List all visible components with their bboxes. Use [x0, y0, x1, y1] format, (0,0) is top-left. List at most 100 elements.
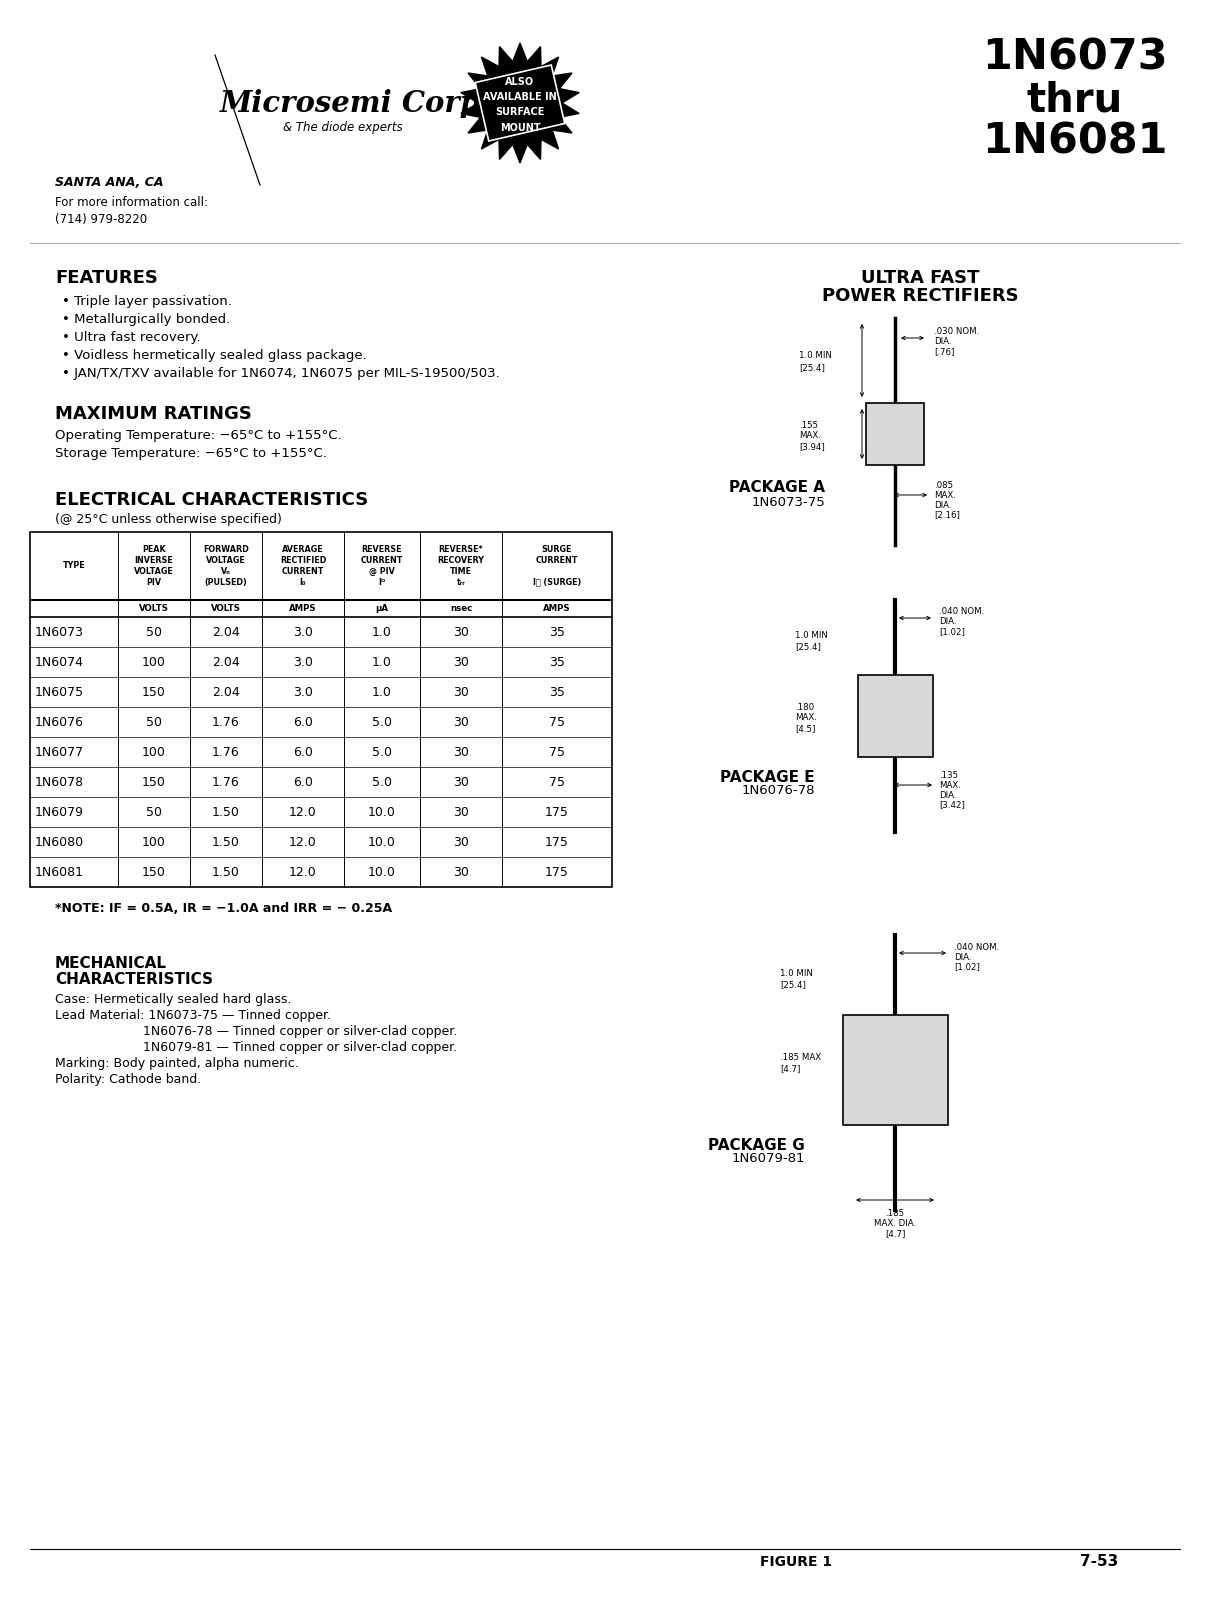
Text: REVERSE
CURRENT
@ PIV
Iᴼ: REVERSE CURRENT @ PIV Iᴼ [361, 546, 403, 587]
Text: 75: 75 [549, 746, 565, 758]
Text: [4.5]: [4.5] [795, 725, 816, 733]
Text: .135: .135 [939, 771, 958, 779]
Text: 30: 30 [453, 835, 469, 848]
Text: 1N6080: 1N6080 [35, 835, 85, 848]
Text: 1.76: 1.76 [212, 776, 240, 789]
Text: 1N6076-78: 1N6076-78 [742, 784, 816, 797]
Text: 1N6078: 1N6078 [35, 776, 85, 789]
Text: [1.02]: [1.02] [939, 627, 964, 637]
Text: MAX. DIA.: MAX. DIA. [874, 1219, 916, 1229]
Text: FORWARD
VOLTAGE
Vₙ
(PULSED): FORWARD VOLTAGE Vₙ (PULSED) [203, 546, 249, 587]
Text: 5.0: 5.0 [371, 715, 392, 728]
Text: 6.0: 6.0 [293, 715, 313, 728]
Text: Case: Hermetically sealed hard glass.: Case: Hermetically sealed hard glass. [54, 994, 292, 1006]
Text: 150: 150 [142, 685, 166, 699]
Text: REVERSE*
RECOVERY
TIME
tᵣᵣ: REVERSE* RECOVERY TIME tᵣᵣ [438, 546, 484, 587]
Text: Lead Material: 1N6073-75 — Tinned copper.: Lead Material: 1N6073-75 — Tinned copper… [54, 1010, 332, 1022]
Text: 1.0 MIN: 1.0 MIN [799, 352, 832, 360]
Text: .085: .085 [934, 480, 953, 490]
Text: 35: 35 [549, 656, 565, 669]
Text: SANTA ANA, CA: SANTA ANA, CA [54, 176, 163, 189]
Text: [25.4]: [25.4] [799, 363, 825, 373]
Text: μA: μA [375, 603, 388, 613]
Text: 1N6079-81: 1N6079-81 [732, 1152, 805, 1165]
Text: 1N6073: 1N6073 [983, 37, 1168, 78]
Text: 175: 175 [544, 805, 569, 819]
Text: • Ultra fast recovery.: • Ultra fast recovery. [62, 331, 201, 344]
Text: 3.0: 3.0 [293, 656, 313, 669]
Text: 10.0: 10.0 [368, 866, 396, 878]
Text: AMPS: AMPS [289, 603, 317, 613]
Text: Marking: Body painted, alpha numeric.: Marking: Body painted, alpha numeric. [54, 1058, 299, 1070]
Text: 2.04: 2.04 [212, 685, 240, 699]
Text: MAX.: MAX. [934, 491, 956, 499]
Text: MAX.: MAX. [939, 781, 961, 789]
Text: 30: 30 [453, 715, 469, 728]
Polygon shape [461, 43, 580, 163]
Text: 100: 100 [142, 746, 166, 758]
Text: 7-53: 7-53 [1081, 1555, 1118, 1570]
Text: PEAK
INVERSE
VOLTAGE
PIV: PEAK INVERSE VOLTAGE PIV [134, 546, 174, 587]
Text: POWER RECTIFIERS: POWER RECTIFIERS [822, 286, 1019, 306]
Text: [.76]: [.76] [934, 347, 955, 357]
Text: ALSO: ALSO [506, 77, 535, 86]
Text: 1N6081: 1N6081 [983, 122, 1168, 163]
Text: 50: 50 [146, 626, 162, 638]
Bar [843, 1014, 947, 1125]
Bar [30, 531, 612, 886]
Text: [4.7]: [4.7] [780, 1064, 800, 1074]
Text: FEATURES: FEATURES [54, 269, 157, 286]
Text: 12.0: 12.0 [289, 835, 317, 848]
Text: [1.02]: [1.02] [953, 963, 980, 971]
Text: DIA.: DIA. [934, 501, 951, 509]
Text: SURGE
CURRENT

Iⰼ (SURGE): SURGE CURRENT Iⰼ (SURGE) [532, 546, 581, 587]
Text: AVAILABLE IN: AVAILABLE IN [483, 91, 557, 102]
Text: 75: 75 [549, 776, 565, 789]
Text: 1N6076: 1N6076 [35, 715, 83, 728]
Text: [25.4]: [25.4] [795, 643, 820, 651]
Text: .155: .155 [799, 421, 818, 429]
Text: 1N6081: 1N6081 [35, 866, 83, 878]
Text: 1.0: 1.0 [371, 685, 392, 699]
Text: (714) 979-8220: (714) 979-8220 [54, 213, 148, 226]
Text: 1.0 MIN: 1.0 MIN [780, 968, 813, 978]
Text: 30: 30 [453, 746, 469, 758]
Text: [25.4]: [25.4] [780, 981, 806, 989]
Text: 10.0: 10.0 [368, 835, 396, 848]
Text: 1.0: 1.0 [371, 656, 392, 669]
Text: 175: 175 [544, 866, 569, 878]
Text: MAX.: MAX. [795, 714, 817, 723]
Text: 100: 100 [142, 835, 166, 848]
Text: (@ 25°C unless otherwise specified): (@ 25°C unless otherwise specified) [54, 514, 282, 526]
Text: MAX.: MAX. [799, 432, 820, 440]
Text: SURFACE: SURFACE [495, 107, 544, 117]
Text: 35: 35 [549, 626, 565, 638]
Text: .185: .185 [886, 1210, 905, 1219]
Text: AMPS: AMPS [543, 603, 571, 613]
Text: 175: 175 [544, 835, 569, 848]
Text: [3.94]: [3.94] [799, 443, 825, 451]
Text: 50: 50 [146, 715, 162, 728]
Text: 12.0: 12.0 [289, 866, 317, 878]
Text: DIA.: DIA. [939, 618, 956, 627]
Text: VOLTS: VOLTS [211, 603, 241, 613]
Text: Polarity: Cathode band.: Polarity: Cathode band. [54, 1074, 201, 1086]
Text: 1N6073: 1N6073 [35, 626, 83, 638]
Text: 2.04: 2.04 [212, 626, 240, 638]
Text: FIGURE 1: FIGURE 1 [760, 1555, 832, 1570]
Text: PACKAGE A: PACKAGE A [728, 480, 825, 496]
Text: ELECTRICAL CHARACTERISTICS: ELECTRICAL CHARACTERISTICS [54, 491, 368, 509]
Text: 30: 30 [453, 866, 469, 878]
Text: AVERAGE
RECTIFIED
CURRENT
I₀: AVERAGE RECTIFIED CURRENT I₀ [280, 546, 327, 587]
Text: 30: 30 [453, 776, 469, 789]
Text: 1N6076-78 — Tinned copper or silver-clad copper.: 1N6076-78 — Tinned copper or silver-clad… [54, 1026, 457, 1038]
Text: *NOTE: IF = 0.5A, IR = −1.0A and IRR = − 0.25A: *NOTE: IF = 0.5A, IR = −1.0A and IRR = −… [54, 902, 392, 915]
Text: 150: 150 [142, 776, 166, 789]
Polygon shape [476, 66, 565, 141]
Text: 30: 30 [453, 656, 469, 669]
Text: 2.04: 2.04 [212, 656, 240, 669]
Text: • Voidless hermetically sealed glass package.: • Voidless hermetically sealed glass pac… [62, 349, 367, 363]
Text: MOUNT: MOUNT [500, 123, 541, 133]
Text: 1.76: 1.76 [212, 715, 240, 728]
Text: .185 MAX: .185 MAX [780, 1053, 822, 1061]
